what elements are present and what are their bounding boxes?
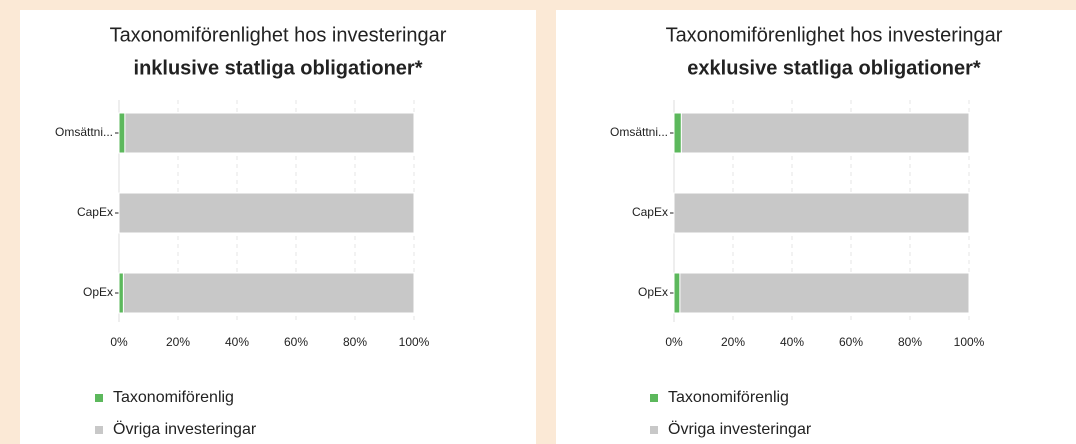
legend-marker [95,426,103,434]
x-tick-label: 0% [110,335,128,349]
y-tick-label: OpEx [638,285,668,299]
chart-title: Taxonomiförenlighet hos investeringar [110,24,447,46]
bar-segment [673,112,682,154]
x-tick-label: 0% [665,335,683,349]
y-tick-label: CapEx [632,205,668,219]
bar-segment [118,272,124,314]
x-tick-label: 100% [954,335,985,349]
x-tick-label: 100% [399,335,430,349]
legend-label: Taxonomiförenlig [668,389,789,406]
chart-subtitle: inklusive statliga obligationer* [134,57,423,79]
bar-segment [124,112,415,154]
x-tick-label: 60% [839,335,863,349]
legend-label: Taxonomiförenlig [113,389,234,406]
y-tick-label: Omsättni... [55,125,113,139]
y-tick-label: CapEx [77,205,113,219]
x-tick-label: 40% [225,335,249,349]
x-tick-label: 20% [721,335,745,349]
bar-segment [680,112,970,154]
bar-segment [673,272,681,314]
x-tick-label: 60% [284,335,308,349]
x-tick-label: 20% [166,335,190,349]
legend-label: Övriga investeringar [113,420,257,438]
bar-segment [118,112,126,154]
chart-title: Taxonomiförenlighet hos investeringar [666,24,1003,46]
y-tick-label: Omsättni... [610,125,668,139]
chart-subtitle: exklusive statliga obligationer* [687,57,981,79]
x-tick-label: 80% [343,335,367,349]
legend-label: Övriga investeringar [668,420,812,438]
x-tick-label: 80% [898,335,922,349]
legend-marker [95,394,103,402]
bar-segment [673,192,970,234]
legend-marker [650,426,658,434]
bar-segment [122,272,415,314]
legend-marker [650,394,658,402]
bar-segment [679,272,970,314]
y-tick-label: OpEx [83,285,113,299]
x-tick-label: 40% [780,335,804,349]
bar-segment [118,192,415,234]
